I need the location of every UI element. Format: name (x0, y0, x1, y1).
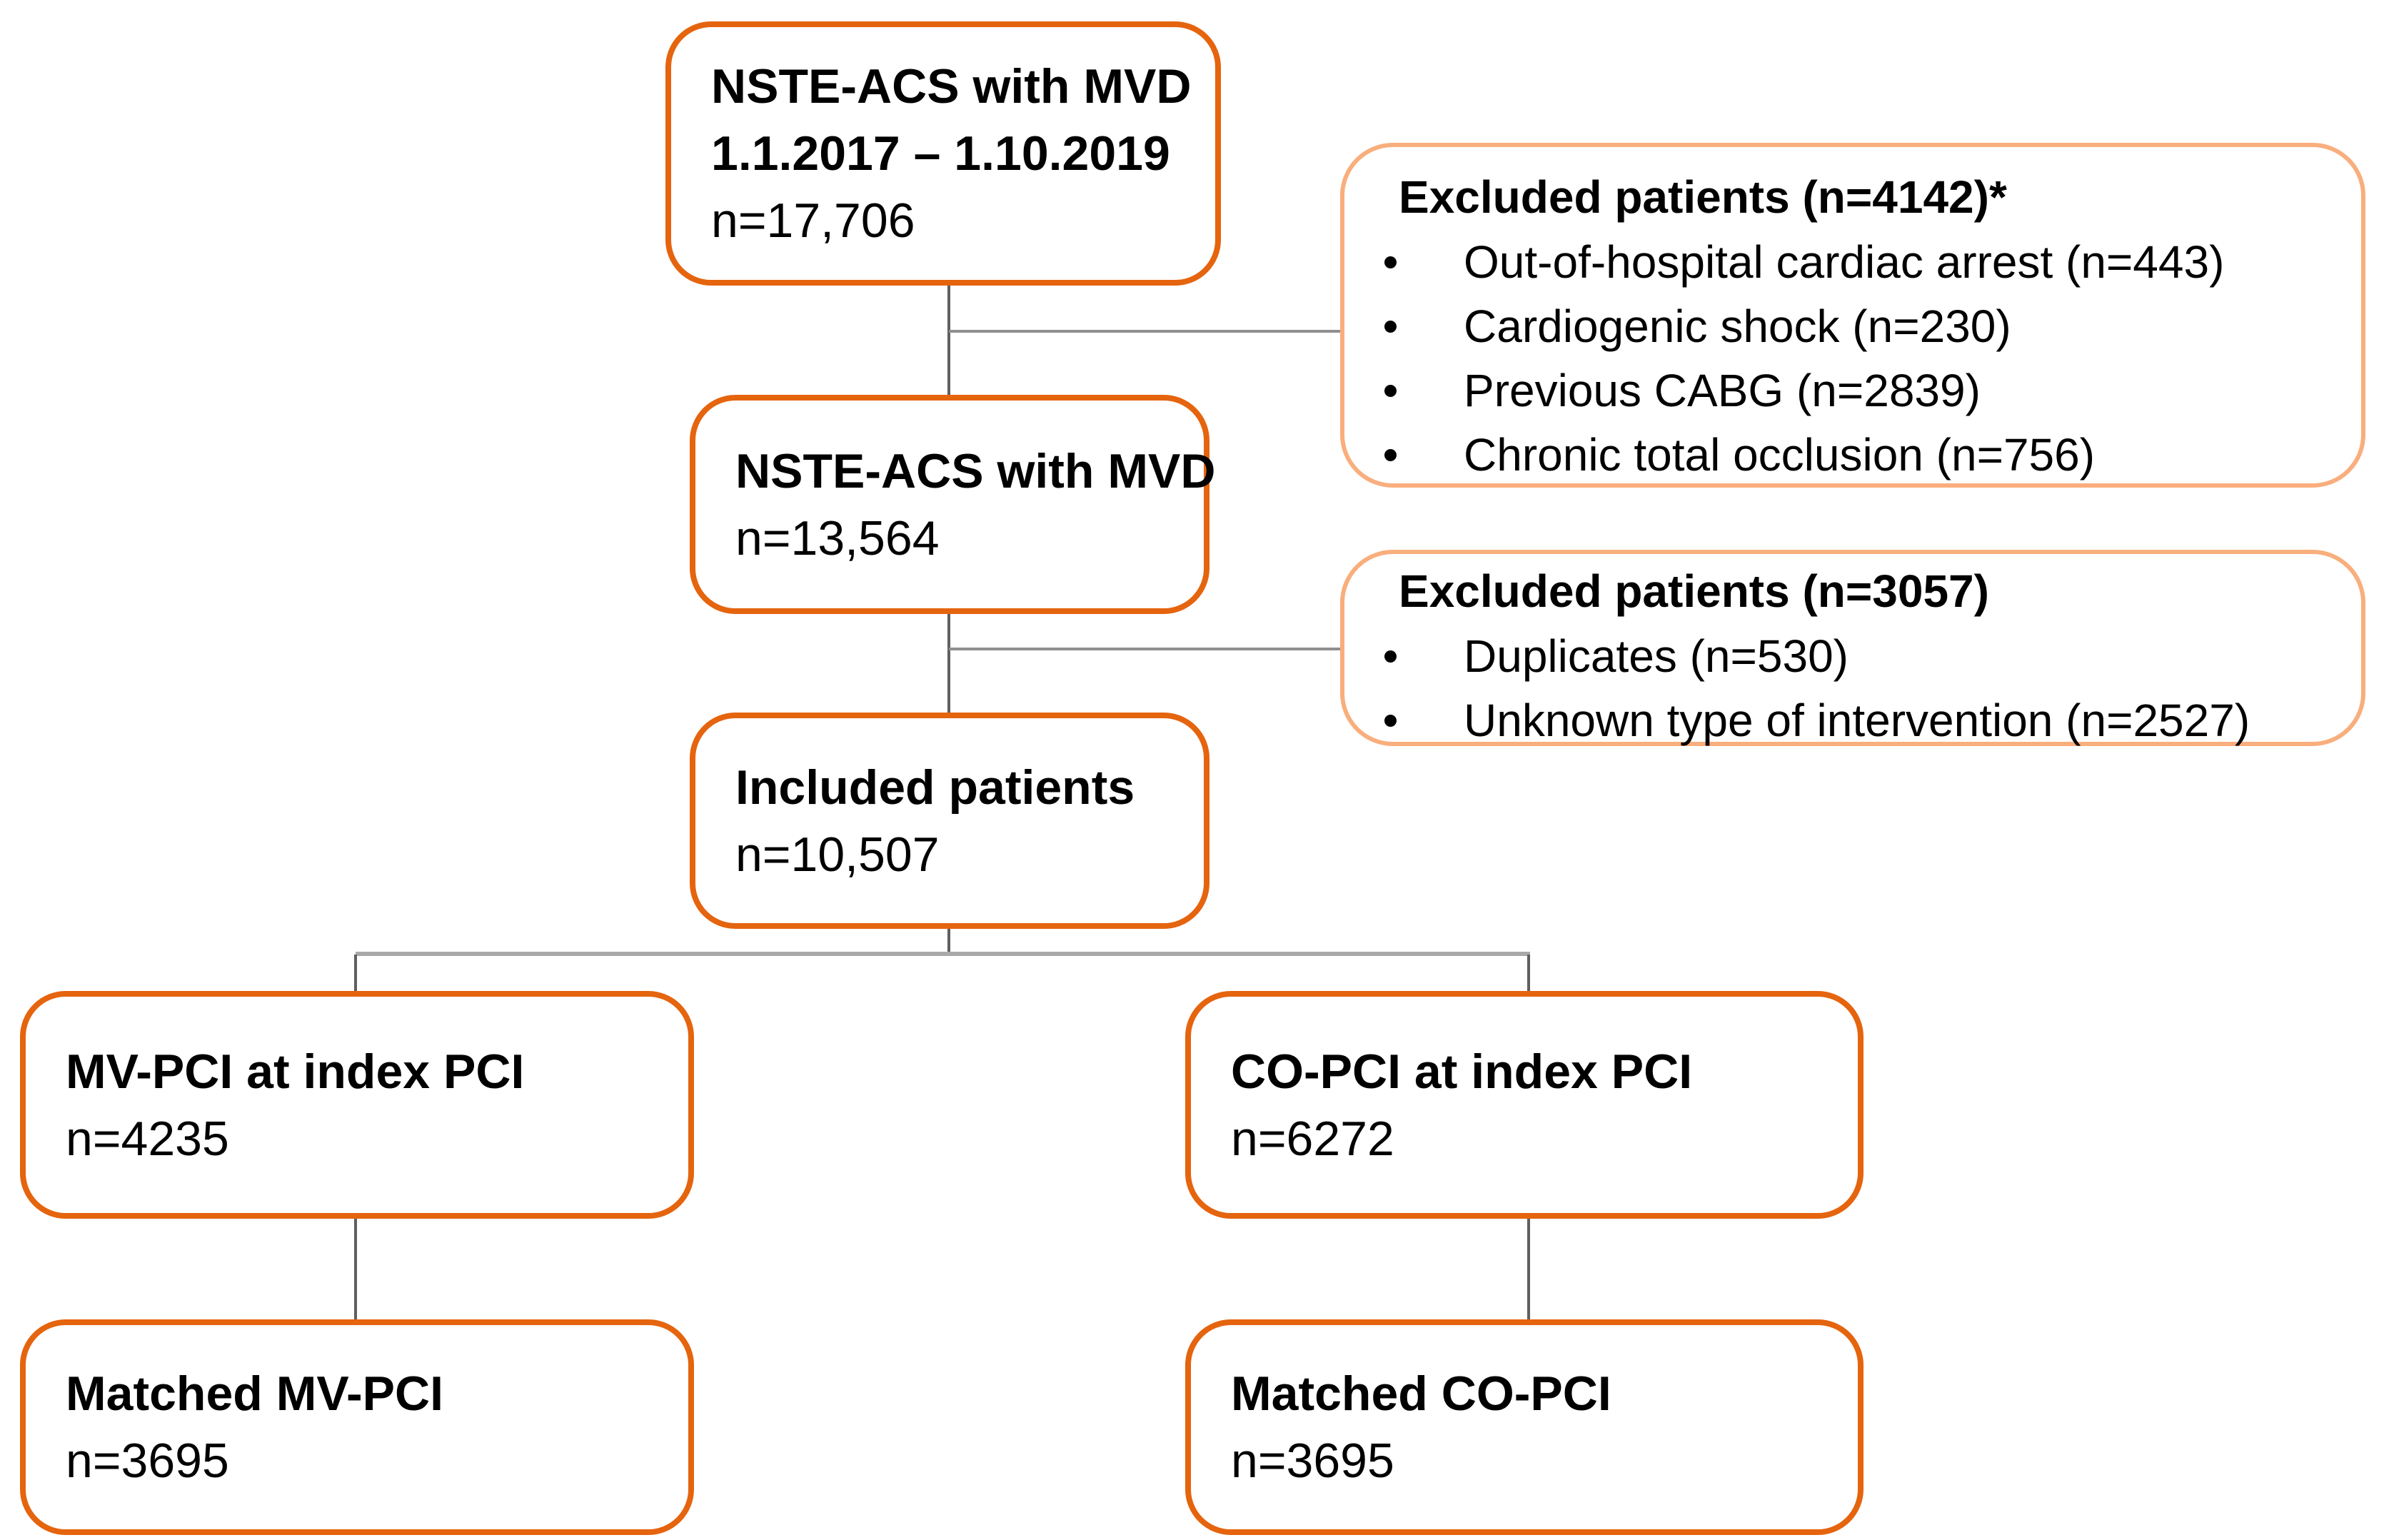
connector-mv-pci-to-matched (354, 1217, 357, 1322)
exclusion-reason: Chronic total occlusion (n=756) (1464, 429, 2096, 480)
node-title: Matched CO-PCI (1231, 1367, 1611, 1421)
node-title: NSTE-ACS with MVD (735, 443, 1216, 498)
node-title: MV-PCI at index PCI (66, 1044, 525, 1099)
connector-co-pci-to-matched (1527, 1217, 1530, 1322)
bullet-dot-icon (1384, 320, 1397, 333)
list-item: Cardiogenic shock (n=230) (1384, 294, 2361, 358)
node-title: Matched MV-PCI (66, 1367, 443, 1421)
node-count: n=3695 (1231, 1434, 1394, 1488)
node-title: Included patients (735, 760, 1135, 815)
node-count: n=13,564 (735, 510, 940, 565)
list-item: Chronic total occlusion (n=756) (1384, 423, 2361, 487)
bullet-dot-icon (1384, 448, 1397, 461)
node-nste-acs-mvd-after-exclusion: NSTE-ACS with MVD n=13,564 (690, 395, 1216, 614)
excluded-list: Duplicates (n=530) Unknown type of inter… (1344, 624, 2361, 753)
node-excluded-patients-2: Excluded patients (n=3057) Duplicates (n… (1340, 550, 2365, 746)
connector-mid-to-included (947, 613, 950, 714)
node-included-patients: Included patients n=10,507 (690, 713, 1209, 929)
node-count: n=10,507 (735, 827, 940, 882)
node-title: CO-PCI at index PCI (1231, 1044, 1693, 1099)
node-daterange: 1.1.2017 – 1.10.2019 (711, 126, 1170, 181)
connector-branch-excluded-1 (949, 330, 1340, 333)
exclusion-reason: Out-of-hospital cardiac arrest (n=443) (1464, 236, 2225, 288)
exclusion-reason: Duplicates (n=530) (1464, 630, 1849, 682)
connector-split-horizontal (356, 952, 1530, 956)
connector-included-to-split (947, 927, 950, 956)
list-item: Unknown type of intervention (n=2527) (1384, 688, 2361, 753)
node-matched-co-pci: Matched CO-PCI n=3695 (1185, 1319, 1864, 1535)
excluded-title: Excluded patients (n=4142)* (1399, 171, 2007, 223)
node-title: NSTE-ACS with MVD (711, 59, 1192, 114)
node-matched-mv-pci: Matched MV-PCI n=3695 (20, 1319, 694, 1535)
excluded-list: Out-of-hospital cardiac arrest (n=443) C… (1344, 230, 2361, 487)
connector-branch-excluded-2 (949, 648, 1340, 650)
node-mv-pci: MV-PCI at index PCI n=4235 (20, 991, 694, 1219)
list-item: Duplicates (n=530) (1384, 624, 2361, 688)
bullet-dot-icon (1384, 650, 1397, 663)
node-excluded-patients-1: Excluded patients (n=4142)* Out-of-hospi… (1340, 143, 2365, 488)
exclusion-reason: Cardiogenic shock (n=230) (1464, 301, 2011, 352)
exclusion-reason: Previous CABG (n=2839) (1464, 365, 1981, 416)
bullet-dot-icon (1384, 256, 1397, 268)
node-nste-acs-mvd-initial: NSTE-ACS with MVD 1.1.2017 – 1.10.2019 n… (665, 21, 1221, 286)
bullet-dot-icon (1384, 384, 1397, 397)
node-co-pci: CO-PCI at index PCI n=6272 (1185, 991, 1864, 1219)
bullet-dot-icon (1384, 714, 1397, 727)
node-count: n=3695 (66, 1434, 229, 1488)
node-count: n=6272 (1231, 1111, 1394, 1166)
list-item: Out-of-hospital cardiac arrest (n=443) (1384, 230, 2361, 294)
connector-top-to-mid (947, 284, 950, 396)
node-count: n=4235 (66, 1111, 229, 1166)
connector-split-to-mv-pci (354, 955, 357, 994)
excluded-title: Excluded patients (n=3057) (1399, 565, 1989, 617)
list-item: Previous CABG (n=2839) (1384, 358, 2361, 423)
exclusion-reason: Unknown type of intervention (n=2527) (1464, 695, 2250, 746)
node-count: n=17,706 (711, 193, 915, 248)
connector-split-to-co-pci (1527, 955, 1530, 994)
